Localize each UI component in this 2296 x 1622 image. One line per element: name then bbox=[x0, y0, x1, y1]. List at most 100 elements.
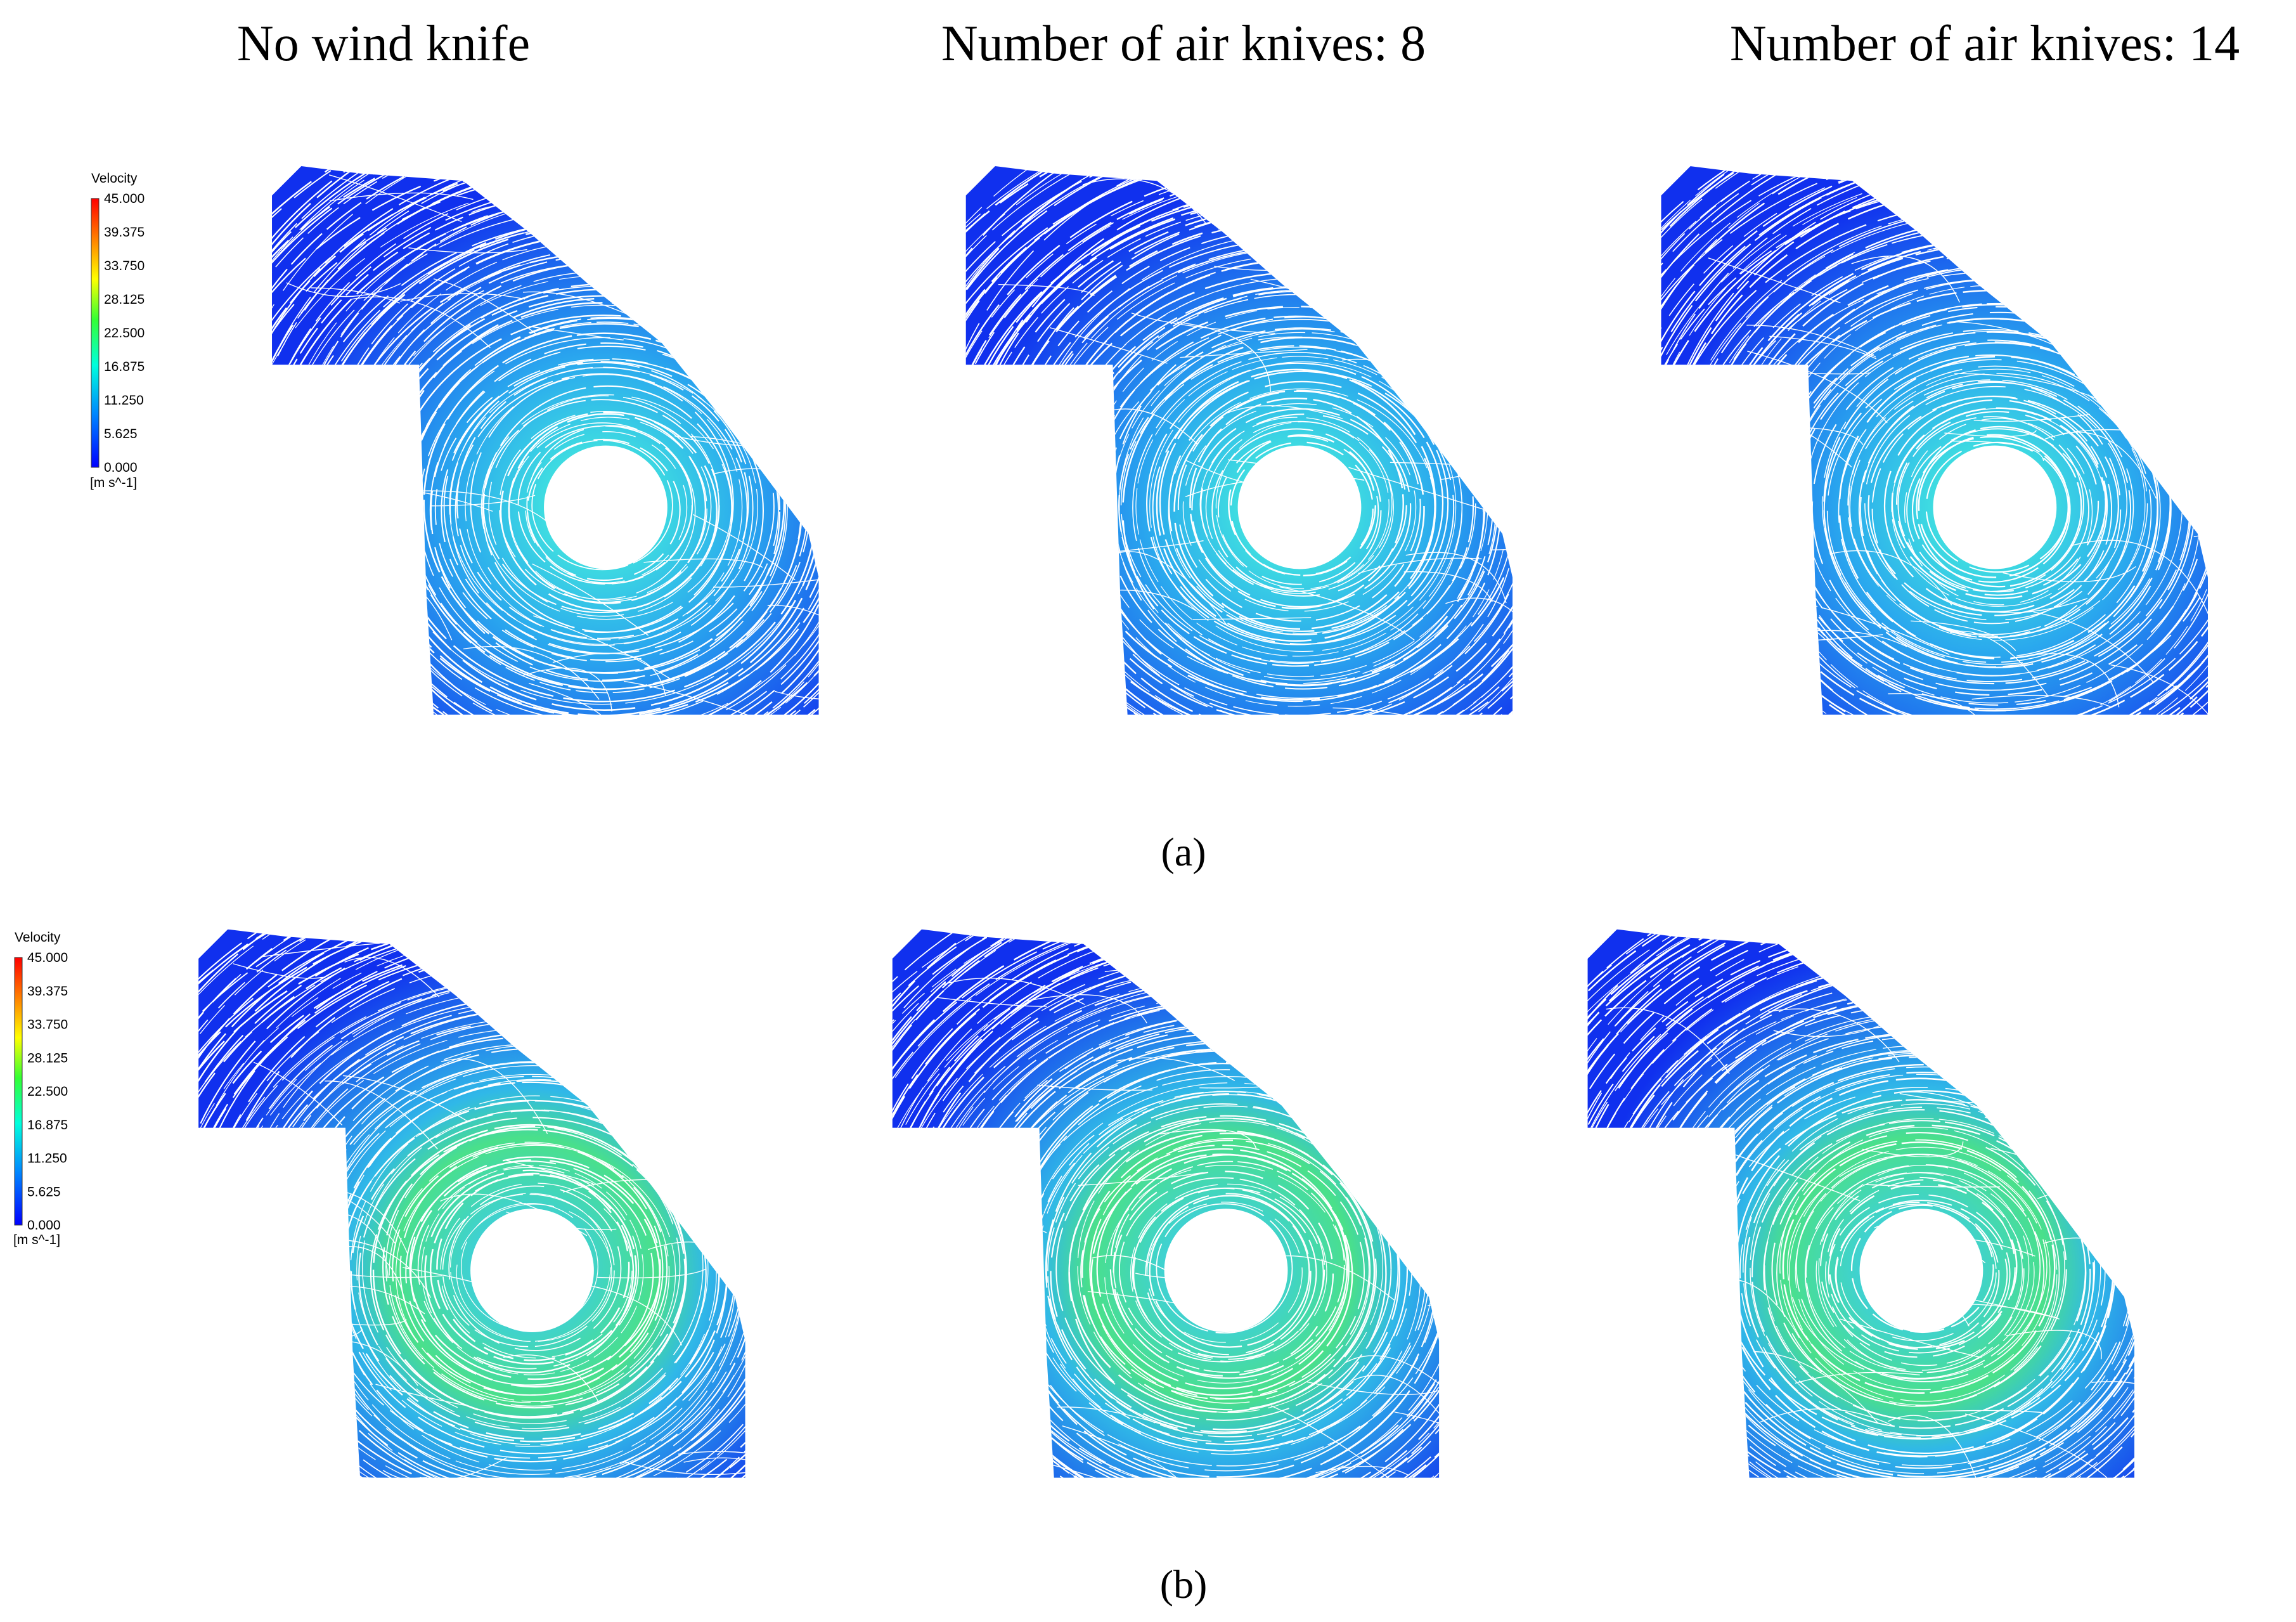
colorbar-tick-label: 16.875 bbox=[104, 360, 145, 374]
streamline bbox=[1708, 257, 1841, 304]
streamline bbox=[465, 374, 743, 640]
streamline bbox=[2126, 1304, 2135, 1308]
streamline bbox=[1057, 1406, 1187, 1434]
streamline bbox=[652, 166, 781, 182]
streamline bbox=[1795, 1372, 1920, 1384]
streamline bbox=[1415, 1153, 1440, 1218]
streamline bbox=[1377, 237, 1469, 283]
streamline bbox=[1818, 1164, 2030, 1373]
streamline bbox=[596, 1268, 706, 1278]
streamline bbox=[1131, 312, 1275, 334]
streamline bbox=[1840, 1318, 1982, 1358]
streamline bbox=[1826, 359, 2161, 663]
streamline bbox=[1120, 346, 1476, 663]
streamline bbox=[1182, 403, 1417, 612]
streamline bbox=[1677, 517, 1795, 563]
streamline bbox=[433, 278, 538, 336]
streamline bbox=[436, 1172, 630, 1361]
streamline bbox=[527, 438, 681, 581]
streamline bbox=[1156, 368, 1436, 642]
streamline bbox=[1420, 175, 1513, 190]
streamline bbox=[1177, 321, 1271, 393]
streamline bbox=[372, 1124, 687, 1419]
streamline bbox=[1628, 1377, 1727, 1391]
streamline bbox=[463, 646, 600, 700]
streamline bbox=[1840, 1204, 1997, 1342]
streamline bbox=[1045, 1093, 1408, 1445]
streamline bbox=[1405, 552, 1507, 604]
streamline bbox=[2065, 320, 2188, 375]
streamline bbox=[533, 615, 672, 680]
colorbar-tick-label: 16.875 bbox=[27, 1118, 68, 1132]
streamline bbox=[2120, 1152, 2135, 1213]
streamline bbox=[503, 987, 603, 1001]
streamline bbox=[736, 1045, 745, 1061]
hub bbox=[470, 1209, 594, 1333]
streamline bbox=[2110, 1009, 2135, 1083]
colorbar-scale bbox=[91, 198, 100, 468]
streamline bbox=[1753, 1351, 1879, 1424]
streamline bbox=[1428, 1301, 1440, 1328]
streamline bbox=[252, 1328, 363, 1344]
streamline bbox=[442, 1193, 615, 1347]
streamline bbox=[1950, 440, 2044, 462]
hub bbox=[544, 445, 668, 569]
streamline bbox=[1795, 1154, 2041, 1379]
streamline bbox=[325, 1080, 438, 1150]
streamline bbox=[804, 245, 819, 264]
streamline bbox=[1779, 1127, 2065, 1406]
streamline bbox=[449, 367, 758, 645]
panel-label: (b) bbox=[1160, 1562, 1208, 1607]
hub bbox=[1933, 445, 2057, 569]
streamline bbox=[1218, 435, 1379, 585]
streamline bbox=[1751, 1120, 2091, 1429]
streamline bbox=[1864, 386, 2128, 621]
colorbar: Velocity 45.000 39.375 33.750 28.125 22.500 16… bbox=[13, 930, 68, 1247]
streamline bbox=[382, 1457, 507, 1478]
streamline bbox=[441, 1058, 548, 1134]
streamline bbox=[1764, 1118, 2086, 1421]
streamline bbox=[1191, 408, 1412, 607]
streamline bbox=[2076, 1136, 2135, 1172]
streamline bbox=[375, 1384, 465, 1406]
streamline bbox=[1149, 361, 1457, 652]
streamline bbox=[1050, 1115, 1400, 1433]
streamline bbox=[1030, 663, 1123, 715]
streamline bbox=[1078, 1172, 1204, 1186]
streamline bbox=[1344, 1355, 1440, 1423]
streamline bbox=[1200, 413, 1407, 597]
colorbar-tick-label: 0.000 bbox=[104, 460, 138, 475]
flow-field bbox=[1661, 166, 2209, 715]
streamline bbox=[410, 490, 555, 528]
streamline bbox=[1964, 1413, 2108, 1478]
streamline bbox=[517, 425, 693, 585]
streamline bbox=[1825, 1179, 2025, 1366]
streamline bbox=[1116, 1057, 1235, 1081]
streamline bbox=[1068, 1130, 1376, 1413]
streamline bbox=[1805, 1172, 2035, 1373]
streamline bbox=[410, 1159, 661, 1388]
streamline bbox=[523, 667, 612, 712]
streamline bbox=[1106, 938, 1242, 956]
streamline bbox=[2112, 180, 2209, 195]
colorbar-tick-label: 28.125 bbox=[27, 1051, 68, 1065]
streamline bbox=[1322, 994, 1424, 1018]
streamline bbox=[1394, 1411, 1440, 1472]
streamline bbox=[1973, 413, 2091, 422]
streamline bbox=[1851, 255, 1960, 303]
streamline bbox=[1865, 1184, 2000, 1188]
streamline bbox=[1081, 1132, 1377, 1411]
streamline bbox=[1376, 268, 1481, 332]
streamline bbox=[1104, 1165, 1347, 1384]
streamline bbox=[1838, 365, 2152, 658]
streamline bbox=[1055, 1117, 1392, 1421]
streamline bbox=[1096, 1148, 1350, 1389]
streamline bbox=[1847, 373, 2148, 637]
streamline bbox=[1189, 397, 1404, 609]
streamline bbox=[529, 326, 624, 341]
streamline bbox=[2119, 1165, 2135, 1184]
streamline bbox=[1146, 1202, 1303, 1343]
colorbar-tick-label: 28.125 bbox=[104, 292, 145, 307]
streamline bbox=[1133, 1187, 1324, 1360]
flow-plot bbox=[272, 166, 819, 715]
